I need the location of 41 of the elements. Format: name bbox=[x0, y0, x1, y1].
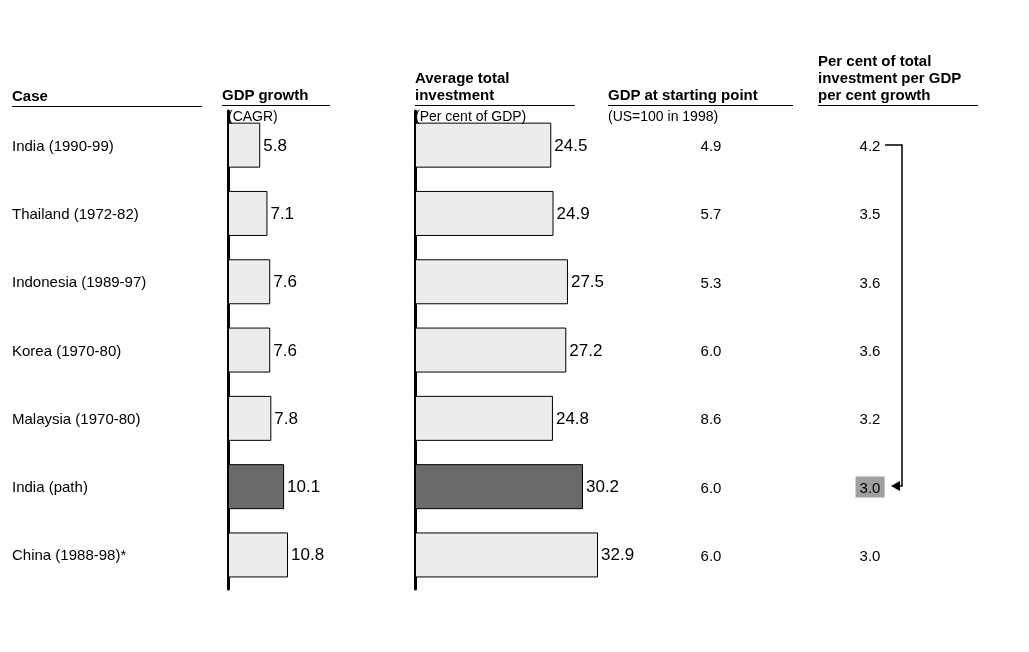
y-axis-title: Case bbox=[12, 87, 202, 107]
text: (US=100 in 1998) bbox=[608, 108, 719, 124]
data-label: 30.2 bbox=[585, 477, 620, 497]
data-label: 8.6 bbox=[699, 408, 723, 429]
data-label: 24.8 bbox=[555, 408, 590, 428]
data-label: 6.0 bbox=[699, 477, 723, 498]
data-label: 3.6 bbox=[858, 340, 882, 361]
data-label: 5.3 bbox=[699, 272, 723, 293]
chart-title: GDP growth bbox=[222, 86, 330, 106]
y-tick-label: Indonesia (1989-97) bbox=[12, 273, 147, 291]
data-label: 3.5 bbox=[858, 203, 882, 224]
text: GDP at starting point bbox=[608, 86, 793, 106]
y-tick-label: Korea (1970-80) bbox=[12, 341, 122, 359]
text: Per cent of total investment per GDP per cent growth bbox=[818, 52, 978, 106]
data-label: 7.1 bbox=[270, 203, 295, 223]
data-label: 32.9 bbox=[601, 545, 635, 565]
data-label: 4.2 bbox=[858, 135, 882, 156]
data-label: 5.8 bbox=[263, 135, 287, 155]
data-label: 3.6 bbox=[858, 272, 882, 293]
data-label: 3.0 bbox=[855, 476, 885, 498]
data-label: 24.5 bbox=[554, 135, 588, 155]
data-label: 27.5 bbox=[570, 272, 605, 292]
data-label: 10.1 bbox=[287, 477, 321, 497]
data-label: 10.8 bbox=[291, 545, 325, 565]
y-tick-label: India (path) bbox=[12, 478, 88, 496]
y-tick-label: China (1988-98)* bbox=[12, 546, 127, 564]
data-label: 3.2 bbox=[858, 408, 882, 429]
y-tick-label: India (1990-99) bbox=[12, 136, 114, 154]
data-label: 6.0 bbox=[699, 340, 723, 361]
chart-title: Average total investment bbox=[415, 69, 575, 106]
y-tick-label: Thailand (1972-82) bbox=[12, 204, 139, 222]
data-label: 7.8 bbox=[274, 408, 298, 428]
data-label: 3.0 bbox=[858, 545, 882, 566]
data-label: 27.2 bbox=[569, 340, 603, 360]
data-label: 4.9 bbox=[699, 135, 723, 156]
y-tick-label: Malaysia (1970-80) bbox=[12, 409, 141, 427]
data-label: 7.6 bbox=[273, 340, 297, 360]
data-label: 6.0 bbox=[699, 545, 723, 566]
data-label: 24.9 bbox=[556, 203, 590, 223]
data-label: 7.6 bbox=[273, 272, 297, 292]
data-label: 5.7 bbox=[699, 203, 723, 224]
